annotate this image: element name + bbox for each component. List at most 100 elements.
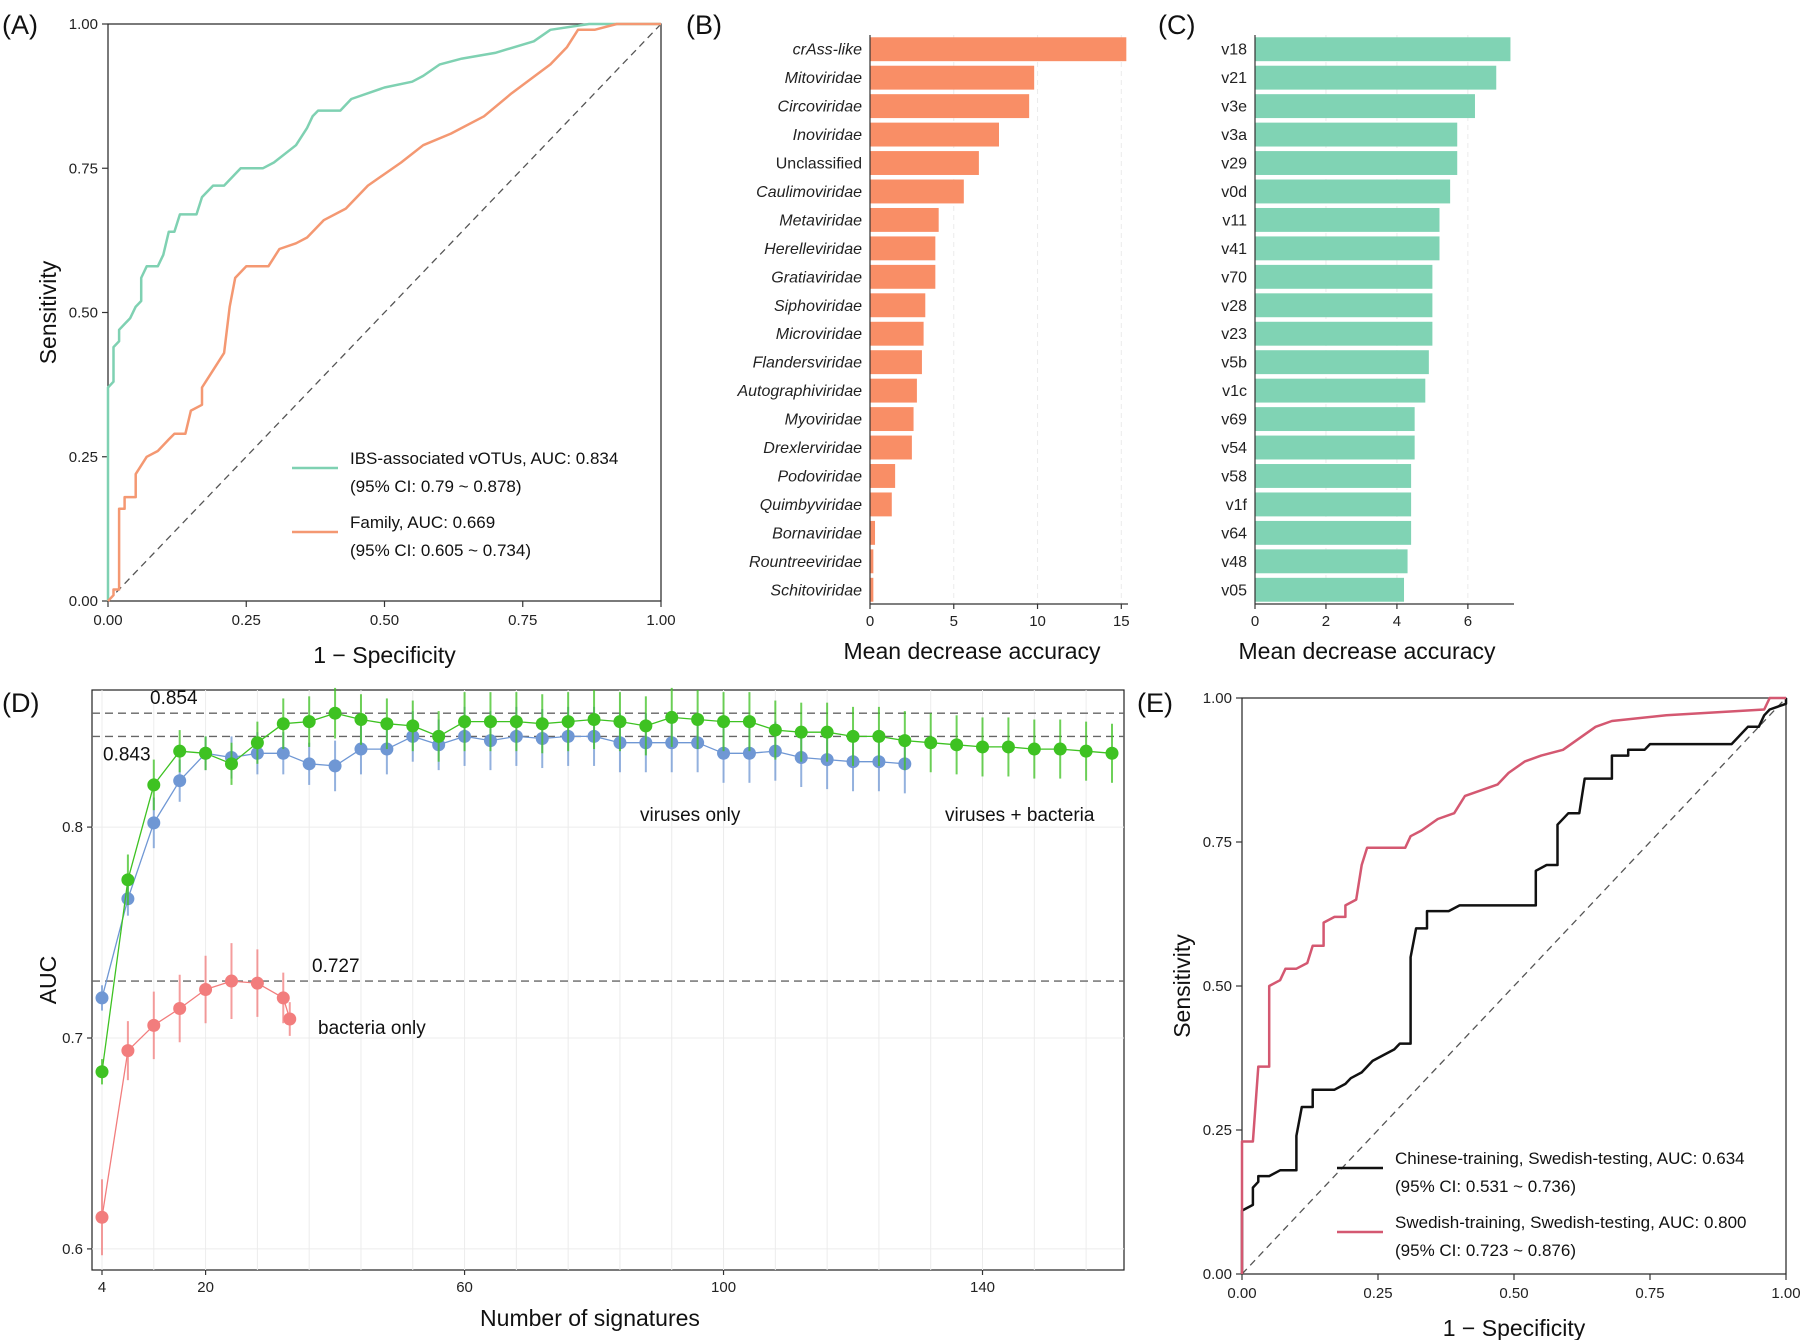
category-label: Mitoviridae (785, 70, 862, 87)
series-label: viruses only (640, 805, 741, 826)
bar (1255, 236, 1440, 261)
panel-label: (B) (686, 10, 722, 40)
bar (1255, 321, 1433, 346)
category-label: v28 (1221, 298, 1247, 315)
bar (870, 37, 1127, 62)
data-point (224, 757, 238, 771)
bar (1255, 407, 1415, 432)
category-label: Herelleviridae (764, 241, 862, 258)
bar (1255, 293, 1433, 318)
series-line (101, 712, 1113, 1072)
y-tick-label: 0.00 (69, 593, 98, 610)
x-tick-label: 0.25 (1363, 1285, 1392, 1302)
legend-label: IBS-associated vOTUs, AUC: 0.834 (350, 449, 618, 468)
reference-value-label: 0.727 (312, 956, 360, 977)
data-point (147, 1018, 161, 1032)
data-point (95, 1065, 109, 1079)
bar (870, 207, 939, 232)
category-label: Circoviridae (778, 99, 863, 116)
x-tick-label: 6 (1464, 613, 1472, 630)
bar (1255, 549, 1408, 574)
bar (870, 435, 912, 460)
bar (1255, 378, 1426, 403)
data-point (976, 740, 990, 754)
y-axis-title: AUC (35, 956, 61, 1005)
y-tick-label: 0.25 (69, 449, 98, 466)
bar (870, 321, 924, 346)
category-label: v29 (1221, 156, 1247, 173)
data-point (276, 717, 290, 731)
x-tick-label: 0.50 (370, 612, 399, 629)
category-label: Gratiaviridae (771, 269, 862, 286)
data-point (147, 816, 161, 830)
plot-frame (91, 689, 1125, 1271)
bar (870, 350, 922, 375)
category-label: Quimbyviridae (760, 497, 862, 514)
x-tick-label: 4 (1393, 613, 1401, 630)
x-axis-title: Mean decrease accuracy (844, 638, 1101, 664)
category-label: Bornaviridae (772, 525, 862, 542)
x-tick-label: 5 (950, 613, 958, 630)
category-label: crAss-like (793, 42, 862, 59)
category-label: v58 (1221, 468, 1247, 485)
data-point (742, 746, 756, 760)
x-axis-title: Number of signatures (480, 1305, 700, 1331)
category-label: v41 (1221, 241, 1247, 258)
y-tick-label: 0.6 (62, 1241, 83, 1258)
bar (870, 464, 896, 488)
y-tick-label: 0.75 (1203, 834, 1232, 851)
bar (1255, 264, 1433, 289)
category-label: v5b (1221, 355, 1247, 372)
category-label: Autographiviridae (736, 383, 862, 400)
y-tick-label: 1.00 (69, 16, 98, 33)
bar (870, 151, 979, 175)
x-tick-label: 60 (456, 1279, 473, 1296)
reference-value-label: 0.854 (150, 688, 198, 709)
data-point (898, 734, 912, 748)
data-point (95, 1210, 109, 1224)
category-label: v70 (1221, 269, 1247, 286)
data-point (199, 746, 213, 760)
x-tick-label: 0 (1251, 613, 1259, 630)
bar (1255, 577, 1405, 602)
bar (870, 236, 936, 261)
category-label: v69 (1221, 412, 1247, 429)
bar (870, 520, 876, 545)
data-point (276, 746, 290, 760)
bar (1255, 492, 1412, 517)
data-point (432, 729, 446, 743)
panel-label: (A) (2, 10, 38, 40)
category-label: v05 (1221, 582, 1247, 599)
reference-diagonal (1241, 697, 1787, 1275)
roc-curve (107, 22, 661, 602)
data-point (820, 725, 834, 739)
legend-ci: (95% CI: 0.723 ~ 0.876) (1395, 1241, 1576, 1260)
category-label: v3e (1221, 99, 1247, 116)
bar (1255, 464, 1412, 488)
data-point (1105, 746, 1119, 760)
category-label: v11 (1222, 212, 1247, 229)
category-label: v18 (1221, 42, 1247, 59)
category-label: Schitoviridae (770, 582, 862, 599)
x-tick-label: 0.75 (508, 612, 537, 629)
data-point (121, 873, 135, 887)
x-tick-label: 0.00 (93, 612, 122, 629)
data-point (1079, 744, 1093, 758)
panel-label: (C) (1158, 10, 1195, 40)
category-label: v0d (1221, 184, 1247, 201)
legend-ci: (95% CI: 0.531 ~ 0.736) (1395, 1177, 1576, 1196)
data-point (1027, 742, 1041, 756)
category-label: v54 (1221, 440, 1247, 457)
bar (1255, 520, 1412, 545)
bar (1255, 122, 1458, 147)
roc-curve (1240, 696, 1786, 1274)
y-axis-title: Sensitivity (1169, 934, 1195, 1038)
y-tick-label: 0.8 (62, 819, 83, 836)
bar (870, 407, 914, 432)
data-point (250, 976, 264, 990)
legend-ci: (95% CI: 0.605 ~ 0.734) (350, 541, 531, 560)
data-point (173, 744, 187, 758)
x-tick-label: 0.50 (1499, 1285, 1528, 1302)
panel-label: (D) (2, 688, 39, 718)
